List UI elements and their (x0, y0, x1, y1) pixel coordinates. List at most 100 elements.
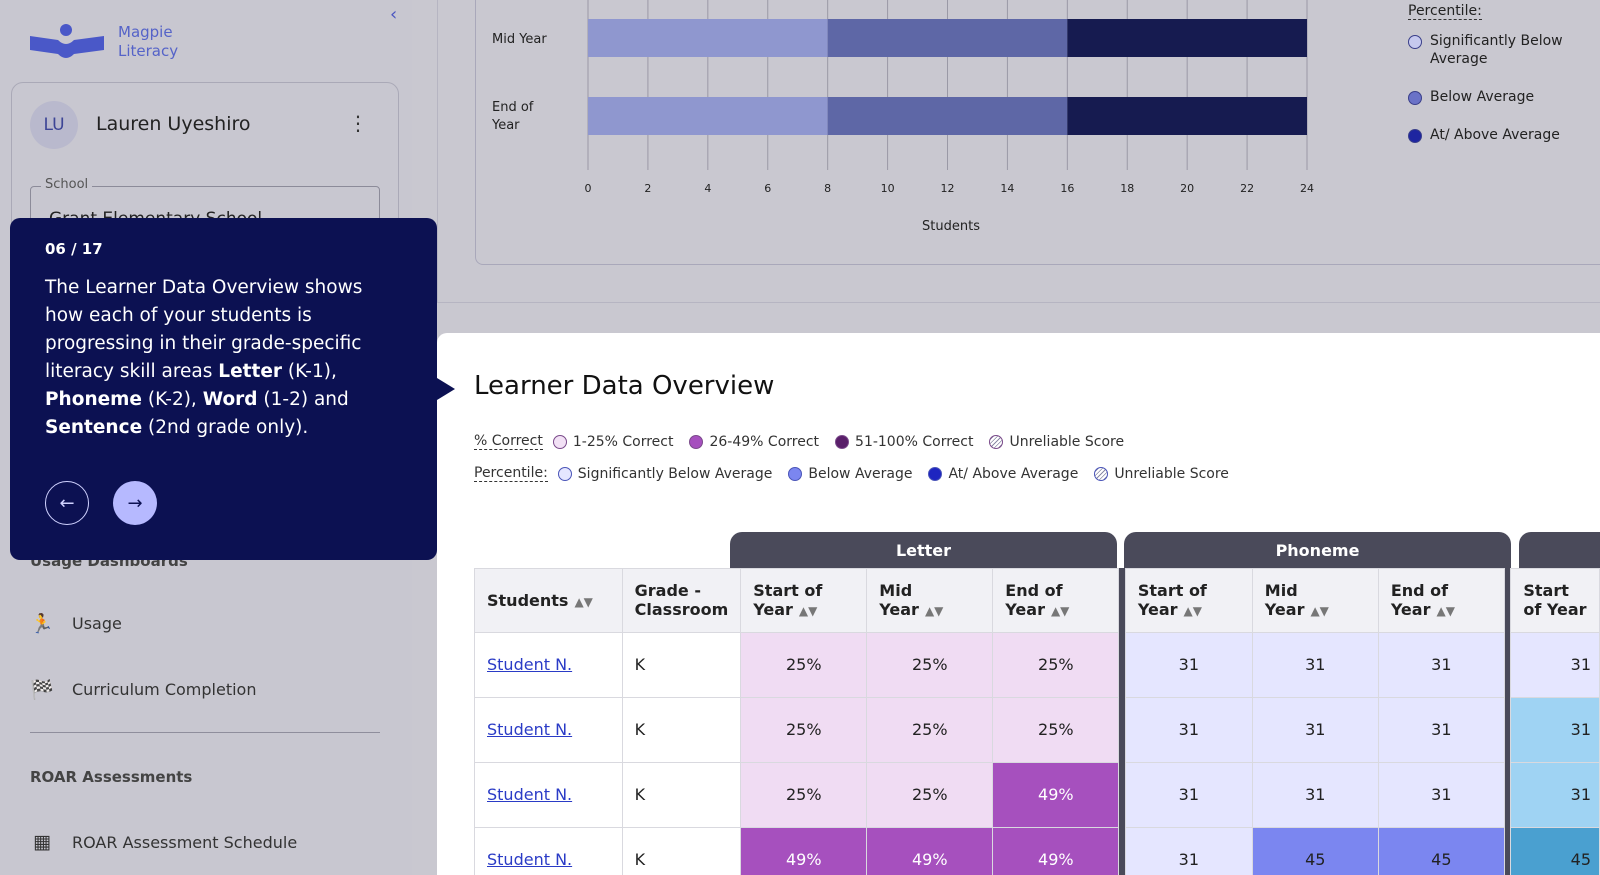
letter-score-cell: 25% (866, 696, 994, 763)
col-students[interactable]: Students ▲▼ (474, 567, 623, 633)
avatar[interactable]: LU (30, 101, 78, 149)
letter-score-cell: 49% (992, 826, 1120, 875)
school-label: School (41, 177, 93, 192)
phoneme-score-cell: 31 (1251, 761, 1379, 828)
phoneme-score-cell: 31 (1377, 631, 1505, 698)
sort-icon: ▲▼ (1183, 604, 1202, 618)
legend-label: 51-100% Correct (855, 433, 974, 450)
letter-score-cell: 25% (992, 696, 1120, 763)
legend-dot-icon (989, 434, 1004, 449)
separator (1504, 568, 1511, 632)
brand-line1: Magpie (118, 23, 173, 41)
student-link[interactable]: Student N. (487, 655, 573, 674)
letter-score-cell: 25% (740, 696, 868, 763)
category-label: Mid Year (492, 32, 547, 47)
percentile-legend: Percentile: Significantly Below Average B… (474, 465, 1245, 482)
student-link[interactable]: Student N. (487, 850, 573, 869)
col-letter-mid[interactable]: Mid Year ▲▼ (866, 567, 994, 633)
phoneme-score-cell: 31 (1377, 761, 1505, 828)
legend-item: Unreliable Score (1094, 466, 1229, 482)
col-grade: Grade - Classroom (621, 567, 742, 633)
col-phoneme-end[interactable]: End of Year ▲▼ (1377, 567, 1505, 633)
chart-legend: Percentile: Significantly Below Average B… (1408, 0, 1600, 143)
more-vert-icon[interactable]: ⋮ (348, 111, 368, 135)
phoneme-score-cell: 31 (1251, 631, 1379, 698)
tooltip-body: The Learner Data Overview shows how each… (45, 277, 363, 438)
student-link[interactable]: Student N. (487, 785, 573, 804)
correct-legend-label[interactable]: % Correct (474, 433, 543, 450)
tooltip-prev-button[interactable]: ← (45, 481, 89, 525)
learner-data-table: Students ▲▼ Grade - Classroom Start of Ye… (474, 530, 1600, 875)
sort-icon: ▲▼ (1050, 604, 1070, 618)
percentile-legend-label[interactable]: Percentile: (474, 465, 548, 482)
legend-dot-icon (1094, 466, 1109, 481)
legend-dot-icon (1408, 129, 1422, 143)
col-phoneme-mid[interactable]: Mid Year ▲▼ (1251, 567, 1379, 633)
legend-dot-icon (689, 434, 704, 449)
student-link[interactable]: Student N. (487, 720, 573, 739)
nav-item-curriculum-completion[interactable]: 🏁 Curriculum Completion (30, 678, 256, 701)
word-score-cell: 31 (1510, 696, 1600, 763)
legend-label: At/ Above Average (948, 465, 1079, 482)
bar-segment (588, 19, 828, 57)
legend-label: Significantly Below Average (577, 465, 773, 482)
letter-score-cell: 49% (740, 826, 868, 875)
phoneme-score-cell: 45 (1377, 826, 1505, 875)
legend-item: Significantly Below Average (557, 465, 773, 482)
phoneme-score-cell: 31 (1377, 696, 1505, 763)
table-row: Student N. K 49% 49% 49% 31 45 45 45 (474, 826, 1600, 875)
legend-dot-icon (557, 466, 572, 481)
letter-score-cell: 49% (992, 761, 1120, 828)
legend-dot-icon (552, 434, 567, 449)
roar-assessments-heading: ROAR Assessments (30, 768, 193, 786)
tooltip-step: 06 / 17 (45, 240, 103, 258)
nav-item-usage[interactable]: 🏃 Usage (30, 612, 122, 635)
legend-item: At/ Above Average (928, 466, 1078, 482)
sort-icon: ▲▼ (798, 604, 818, 618)
student-name-cell[interactable]: Student N. (474, 696, 623, 763)
x-axis-label: Students (922, 219, 980, 234)
x-tick-label: 16 (1060, 182, 1074, 195)
grade-cell: K (621, 761, 742, 828)
logo[interactable]: Magpie Literacy (28, 22, 178, 62)
legend-label: 26-49% Correct (709, 433, 820, 450)
category-label: End of (492, 100, 534, 115)
legend-dot-icon (928, 466, 943, 481)
onboarding-tooltip: 06 / 17 The Learner Data Overview shows … (10, 218, 455, 560)
letter-score-cell: 25% (740, 631, 868, 698)
col-letter-end[interactable]: End of Year ▲▼ (992, 567, 1120, 633)
tooltip-next-button[interactable]: → (113, 481, 157, 525)
student-name-cell[interactable]: Student N. (474, 826, 623, 875)
nav-item-label: ROAR Assessment Schedule (72, 832, 298, 852)
user-name: Lauren Uyeshiro (96, 113, 251, 135)
col-letter-start[interactable]: Start of Year ▲▼ (740, 567, 868, 633)
student-name-cell[interactable]: Student N. (474, 761, 623, 828)
running-icon: 🏃 (30, 613, 54, 635)
legend-item: Unreliable Score (989, 434, 1124, 450)
nav-item-roar-schedule[interactable]: ▦ ROAR Assessment Schedule (30, 831, 297, 853)
phoneme-score-cell: 31 (1124, 826, 1253, 875)
separator (1118, 697, 1126, 762)
letter-score-cell: 25% (866, 631, 994, 698)
sort-icon: ▲▼ (574, 594, 593, 609)
learner-data-overview-panel: Learner Data Overview % Correct 1-25% Co… (437, 333, 1600, 875)
nav-item-label: Curriculum Completion (72, 680, 257, 699)
group-letter: Letter (730, 532, 1117, 569)
col-phoneme-start[interactable]: Start of Year ▲▼ (1124, 567, 1253, 633)
legend-dot-icon (788, 466, 803, 481)
col-word-start[interactable]: Start of Year (1510, 567, 1600, 633)
separator (1504, 632, 1511, 697)
table-row: Student N. K 25% 25% 49% 31 31 31 31 (474, 761, 1600, 828)
x-tick-label: 12 (941, 182, 955, 195)
x-tick-label: 18 (1120, 182, 1134, 195)
chevron-left-icon[interactable]: ‹ (390, 4, 398, 25)
legend-label: Unreliable Score (1114, 465, 1229, 482)
calendar-icon: ▦ (33, 831, 51, 853)
separator (1118, 762, 1126, 827)
group-phoneme: Phoneme (1124, 532, 1511, 569)
student-name-cell[interactable]: Student N. (474, 631, 623, 698)
x-tick-label: 6 (764, 182, 771, 195)
legend-item: Below Average (788, 466, 912, 482)
legend-label: Unreliable Score (1009, 433, 1125, 450)
